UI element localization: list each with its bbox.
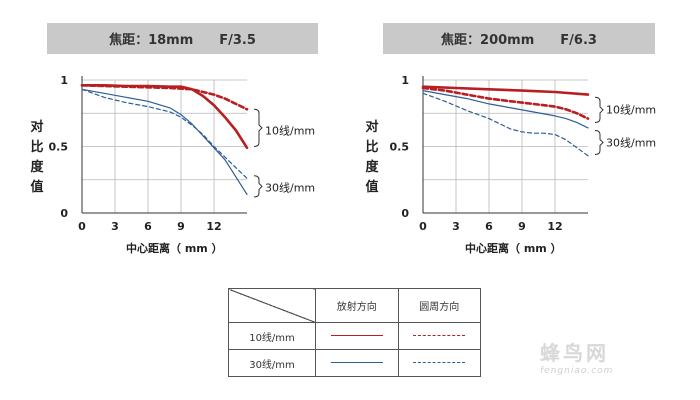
legend-swatch-30-radial (315, 349, 399, 377)
series-line (80, 84, 249, 150)
legend-swatch-10-radial (315, 322, 399, 350)
series-line (80, 84, 249, 111)
annotation-label: 10线/mm (265, 124, 315, 138)
chart-1-xlabel: 中心距离（ mm ） (126, 242, 223, 255)
annotation-brace (253, 108, 263, 147)
x-tick-label: 0 (78, 220, 86, 233)
annotation-label: 10线/mm (606, 102, 656, 116)
chart-2-ylabel: 对比度值 (365, 120, 379, 195)
x-tick-label: 9 (518, 220, 526, 233)
watermark: 蜂鸟网 fengniao.com (540, 337, 613, 376)
series-line (81, 88, 248, 195)
legend-corner-cell (228, 288, 316, 323)
series-line (421, 86, 590, 120)
series-line (421, 85, 590, 96)
legend-col-radial: 放射方向 (315, 288, 399, 323)
series-line (422, 89, 589, 129)
annotation-label: 30线/mm (606, 136, 656, 150)
legend-row-30: 30线/mm (228, 349, 316, 377)
annotation-label: 30线/mm (265, 181, 315, 195)
chart-1-title: 焦距：18mm F/3.5 (47, 23, 318, 54)
y-tick-label: 0.5 (390, 141, 410, 154)
y-tick-label: 1 (401, 74, 409, 87)
annotation-brace (594, 130, 604, 155)
chart-1-ylabel: 对比度值 (30, 120, 44, 195)
chart-2-plot: 0 3 6 9 12 0 0.5 1 (390, 74, 590, 233)
chart-1-plot: 0 3 6 9 12 0 0.5 1 10线/mm 30线/mm (49, 74, 316, 233)
x-tick-label: 3 (452, 220, 460, 233)
y-tick-label: 0 (60, 207, 68, 220)
annotation-brace (253, 175, 263, 198)
legend-swatch-10-tangential (397, 322, 481, 350)
series-line (81, 88, 248, 179)
x-tick-label: 3 (111, 220, 119, 233)
legend-col-tangential: 圆周方向 (397, 288, 481, 323)
chart-2-title: 焦距：200mm F/6.3 (383, 23, 655, 54)
y-tick-label: 1 (60, 74, 68, 87)
y-tick-label: 0 (401, 207, 409, 220)
x-tick-label: 12 (206, 220, 221, 233)
watermark-url: fengniao.com (540, 366, 614, 376)
legend-table: 放射方向 圆周方向 10线/mm 30线/mm (228, 288, 481, 377)
x-tick-label: 12 (547, 220, 562, 233)
x-tick-label: 6 (485, 220, 493, 233)
x-tick-label: 9 (177, 220, 185, 233)
x-tick-label: 6 (144, 220, 152, 233)
legend-row-10: 10线/mm (228, 322, 316, 350)
legend-swatch-30-tangential (397, 349, 481, 377)
x-tick-label: 0 (419, 220, 427, 233)
annotation-brace (594, 96, 604, 124)
series-line (422, 92, 589, 157)
chart-2-annotations: 10线/mm 30线/mm (594, 96, 656, 155)
chart-2-xlabel: 中心距离（ mm ） (465, 242, 562, 255)
watermark-text: 蜂鸟网 (540, 341, 609, 365)
y-tick-label: 0.5 (49, 141, 69, 154)
